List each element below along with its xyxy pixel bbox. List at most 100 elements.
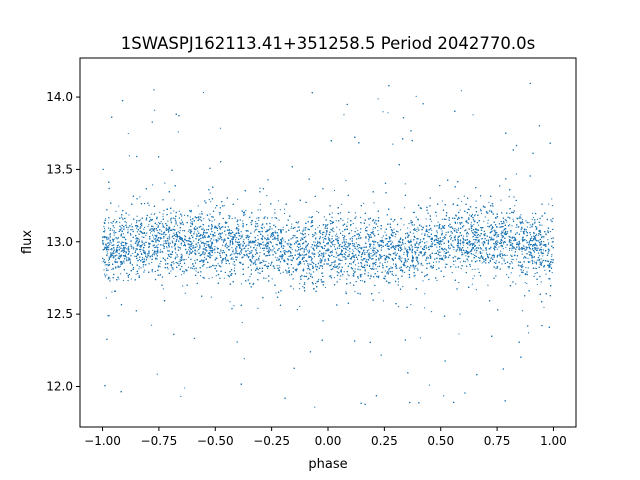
data-point — [332, 261, 335, 263]
data-point — [232, 258, 234, 260]
data-point — [205, 246, 208, 248]
data-point — [104, 217, 107, 220]
data-point — [521, 253, 523, 255]
data-point — [515, 258, 518, 260]
data-point — [167, 220, 169, 222]
data-point — [279, 266, 281, 269]
data-point — [172, 268, 174, 271]
data-point — [340, 203, 343, 205]
data-point — [281, 245, 283, 247]
data-point — [258, 255, 261, 257]
data-point — [274, 208, 276, 211]
data-point — [283, 245, 285, 247]
data-point — [256, 223, 259, 225]
data-point — [251, 242, 253, 244]
data-point — [501, 230, 503, 232]
data-point — [536, 272, 538, 274]
data-point — [536, 283, 538, 286]
data-point — [302, 254, 304, 256]
data-point — [164, 182, 166, 184]
data-point — [399, 229, 402, 231]
data-point — [405, 266, 407, 269]
data-point — [290, 252, 292, 254]
data-point — [477, 224, 480, 226]
data-point — [529, 234, 532, 236]
data-point — [529, 224, 531, 226]
data-point — [103, 247, 106, 249]
data-point — [342, 219, 344, 222]
data-point — [216, 241, 218, 243]
data-point — [456, 288, 458, 290]
data-point — [487, 222, 489, 224]
data-point — [103, 248, 106, 250]
data-point — [137, 239, 139, 241]
data-point — [377, 266, 379, 268]
data-point — [303, 251, 305, 253]
data-point — [387, 112, 389, 114]
data-point — [103, 273, 106, 275]
data-point — [249, 250, 251, 253]
data-point — [476, 260, 478, 262]
data-point — [315, 282, 317, 285]
data-point — [261, 227, 263, 230]
data-point — [194, 260, 196, 262]
data-point — [299, 305, 301, 307]
data-point — [459, 313, 461, 315]
data-point — [196, 250, 198, 252]
data-point — [230, 229, 232, 232]
data-point — [173, 199, 175, 201]
data-point — [343, 241, 345, 243]
data-point — [470, 224, 472, 226]
data-point — [357, 229, 359, 232]
data-point — [373, 226, 375, 229]
data-point — [188, 256, 190, 258]
data-point — [501, 236, 503, 239]
data-point — [354, 268, 356, 270]
data-point — [283, 208, 286, 210]
data-point — [360, 259, 362, 261]
data-point — [284, 249, 286, 251]
data-point — [506, 221, 508, 223]
data-point — [510, 231, 512, 233]
data-point — [174, 249, 176, 251]
data-point — [354, 212, 356, 214]
data-point — [309, 263, 311, 265]
data-point — [245, 209, 247, 212]
data-point — [526, 282, 528, 285]
data-point — [103, 225, 105, 228]
data-point — [257, 209, 259, 211]
data-point — [240, 243, 242, 245]
data-point — [473, 215, 476, 217]
data-point — [154, 213, 156, 215]
data-point — [404, 233, 407, 235]
data-point — [512, 258, 514, 261]
data-point — [354, 290, 356, 293]
data-point — [155, 241, 157, 243]
data-point — [413, 268, 415, 270]
data-point — [141, 240, 143, 242]
data-point — [485, 248, 487, 251]
data-point — [273, 232, 275, 234]
data-point — [135, 250, 137, 252]
data-point — [160, 221, 162, 223]
data-point — [390, 240, 392, 242]
data-point — [496, 239, 498, 242]
data-point — [126, 257, 128, 259]
data-point — [394, 266, 397, 268]
data-point — [411, 252, 413, 254]
data-point — [392, 143, 394, 145]
data-point — [136, 215, 138, 217]
data-point — [376, 249, 378, 251]
data-point — [109, 277, 111, 279]
data-point — [257, 307, 259, 310]
data-point — [283, 212, 286, 215]
data-point — [107, 222, 110, 224]
data-point — [203, 248, 205, 250]
data-point — [346, 221, 349, 223]
data-point — [469, 251, 471, 253]
data-point — [256, 217, 258, 219]
data-point — [153, 231, 155, 233]
data-point — [217, 224, 219, 226]
data-point — [265, 260, 267, 263]
data-point — [290, 251, 292, 254]
